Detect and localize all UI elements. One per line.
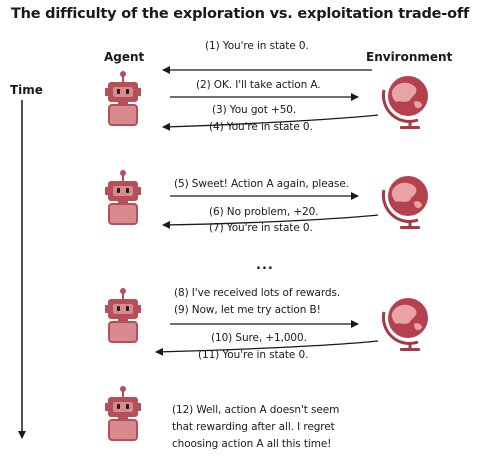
environment-globe-icon-2 — [381, 174, 430, 231]
arrow-env-to-agent-6 — [162, 214, 379, 229]
agent-label: Agent — [104, 50, 145, 64]
arrow-env-to-agent-3 — [162, 114, 379, 131]
message-10: (10) Sure, +1,000. — [211, 332, 307, 344]
environment-globe-icon-1 — [381, 74, 430, 131]
environment-globe-icon-3 — [381, 296, 430, 353]
message-7: (7) You're in state 0. — [209, 222, 313, 234]
message-4: (4) You're in state 0. — [209, 121, 313, 133]
message-9: (9) Now, let me try action B! — [174, 304, 321, 316]
agent-robot-icon-2 — [104, 169, 142, 225]
message-5: (5) Sweet! Action A again, please. — [174, 178, 349, 190]
arrow-env-to-agent-10 — [155, 340, 379, 356]
message-2: (2) OK. I'll take action A. — [196, 79, 321, 91]
ellipsis: ... — [256, 258, 274, 273]
environment-label: Environment — [366, 50, 453, 64]
message-1: (1) You're in state 0. — [205, 40, 309, 52]
message-11: (11) You're in state 0. — [198, 349, 309, 361]
message-8: (8) I've received lots of rewards. — [174, 287, 341, 299]
message-12-line-2: that rewarding after all. I regret — [172, 421, 335, 433]
time-label: Time — [10, 83, 43, 97]
message-12-line-3: choosing action A all this time! — [172, 438, 332, 450]
agent-robot-icon-3 — [104, 287, 142, 343]
message-6: (6) No problem, +20. — [209, 206, 319, 218]
agent-robot-icon-4 — [104, 385, 142, 441]
message-3: (3) You got +50. — [212, 104, 297, 116]
agent-robot-icon-1 — [104, 70, 142, 126]
diagram-title: The difficulty of the exploration vs. ex… — [10, 6, 470, 22]
message-12-line-1: (12) Well, action A doesn't seem — [172, 404, 340, 416]
